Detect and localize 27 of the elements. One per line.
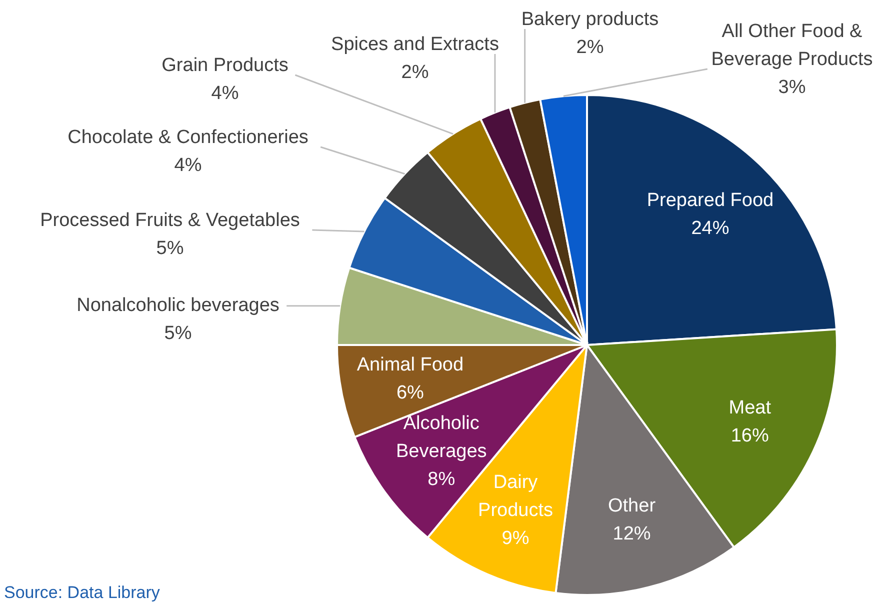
data-label: 2% [401,62,429,83]
data-label: 3% [778,77,806,98]
slice-label: Animal Food [356,354,464,376]
slice-label: All Other Food & Beverage Products [711,21,873,70]
data-label: 4% [174,155,202,176]
slice-label: Alcoholic Beverages [396,412,487,462]
slice-label: Nonalcoholic beverages [76,295,280,316]
slice-label: Spices and Extracts [331,34,499,55]
data-label: 5% [164,323,192,344]
data-label: 24% [691,218,730,239]
slice-label: Grain Products [162,55,288,76]
source-note: Source: Data Library [4,583,160,602]
data-label: 8% [428,468,456,490]
data-label: 4% [211,83,239,104]
data-label: 12% [612,523,651,544]
slice-label: Other [608,495,656,516]
slice-label: Chocolate & Confectioneries [68,127,308,148]
data-label: 2% [576,37,604,58]
slice-label: Meat [728,398,772,419]
data-label: 5% [156,238,184,259]
data-label: 6% [396,382,424,404]
data-label: 16% [730,426,769,447]
slice-label: Dairy Products [478,472,554,522]
slice-label: Processed Fruits & Vegetables [40,210,300,231]
data-label: 9% [502,528,530,550]
slice-label: Bakery products [521,9,659,30]
slice-label: Prepared Food [646,190,774,211]
